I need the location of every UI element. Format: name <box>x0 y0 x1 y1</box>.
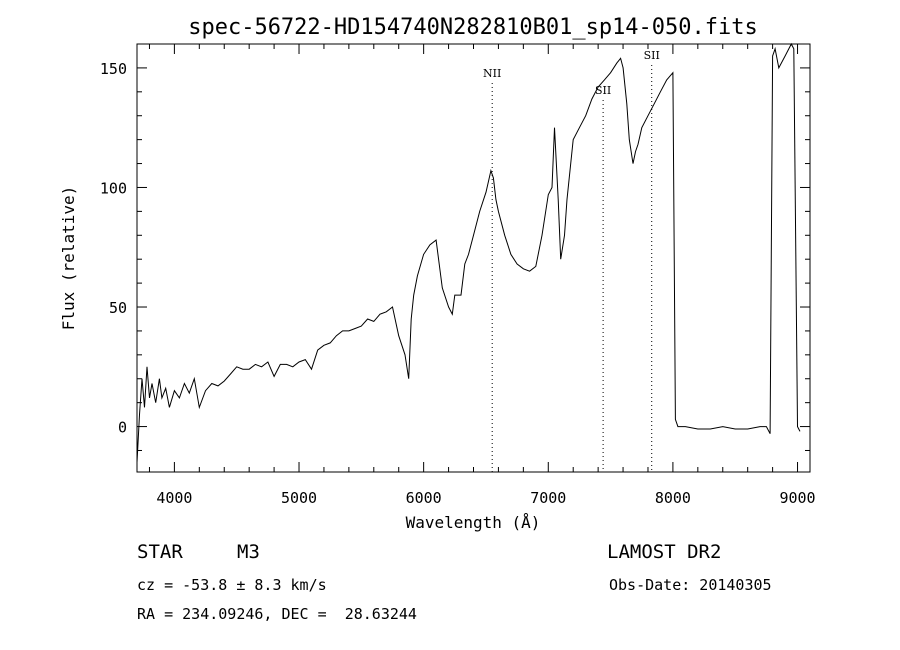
spectral-line-label: NII <box>483 67 501 80</box>
spectral-line-label: SII <box>595 84 611 97</box>
y-axis-label: Flux (relative) <box>59 186 78 331</box>
obs-date: Obs-Date: 20140305 <box>609 576 772 594</box>
coordinates: RA = 234.09246, DEC = 28.63244 <box>137 605 417 623</box>
y-tick-label: 50 <box>109 299 127 317</box>
x-tick-label: 8000 <box>655 489 691 507</box>
object-subclass: M3 <box>237 541 260 563</box>
spectral-line-markers: NII SII SII <box>483 49 660 472</box>
x-axis-label: Wavelength (Å) <box>406 513 541 532</box>
axis-tick-labels: 4000 5000 6000 7000 8000 9000 0 50 100 150 <box>100 60 816 507</box>
object-class: STAR <box>137 541 183 563</box>
y-tick-label: 100 <box>100 179 127 197</box>
y-tick-label: 0 <box>118 419 127 437</box>
spectral-line-label: SII <box>644 49 660 62</box>
x-tick-label: 4000 <box>156 489 192 507</box>
plot-frame <box>136 43 811 473</box>
x-tick-label: 7000 <box>530 489 566 507</box>
x-tick-label: 6000 <box>406 489 442 507</box>
survey-name: LAMOST DR2 <box>607 541 722 563</box>
chart-title: spec-56722-HD154740N282810B01_sp14-050.f… <box>188 15 758 40</box>
spectrum-line <box>136 42 801 463</box>
x-tick-label: 5000 <box>281 489 317 507</box>
x-tick-label: 9000 <box>779 489 815 507</box>
axis-ticks <box>137 43 810 472</box>
redshift-cz: cz = -53.8 ± 8.3 km/s <box>137 576 327 594</box>
y-tick-label: 150 <box>100 60 127 78</box>
